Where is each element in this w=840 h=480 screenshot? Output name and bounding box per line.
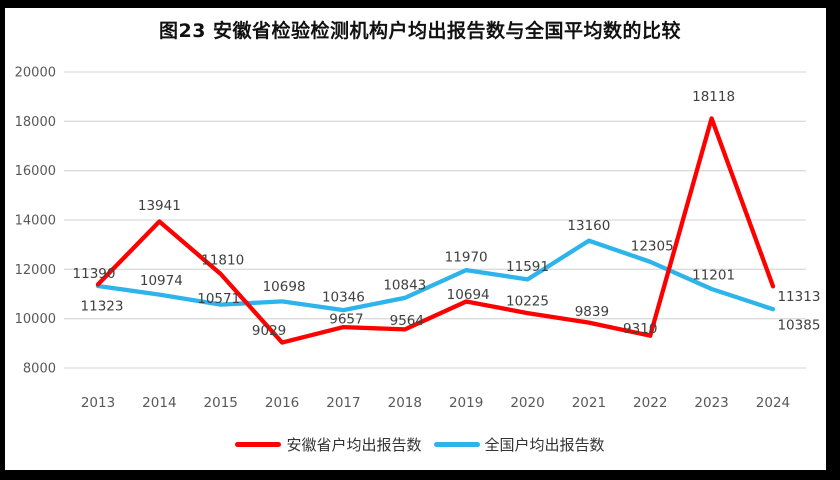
series-line — [95, 116, 776, 345]
legend-item-national: 全国户均出报告数 — [433, 434, 605, 455]
y-axis-tick-label: 14000 — [15, 214, 56, 229]
x-axis-tick-label: 2024 — [756, 395, 790, 411]
legend-line-national-icon — [433, 442, 480, 447]
y-axis-tick-label: 20000 — [15, 66, 56, 81]
x-axis-tick-label: 2014 — [142, 395, 176, 411]
x-axis-tick-label: 2023 — [694, 395, 728, 411]
data-label: 11313 — [777, 289, 820, 305]
x-axis-tick-label: 2021 — [572, 395, 606, 411]
data-label: 10385 — [777, 318, 820, 334]
data-label: 13160 — [567, 218, 610, 234]
data-label: 11323 — [81, 299, 124, 315]
legend-line-anhui-icon — [235, 442, 282, 447]
data-label: 11591 — [506, 259, 549, 275]
data-label: 13941 — [138, 198, 181, 214]
x-axis-tick-label: 2017 — [326, 395, 360, 411]
chart-title: 图23 安徽省检验检测机构户均出报告数与全国平均数的比较 — [158, 20, 682, 42]
legend-label-national: 全国户均出报告数 — [484, 436, 605, 454]
legend-label-anhui: 安徽省户均出报告数 — [286, 436, 422, 454]
data-label: 11201 — [692, 268, 735, 284]
x-axis-tick-label: 2019 — [449, 395, 483, 411]
data-label: 10843 — [383, 277, 426, 293]
legend-item-anhui: 安徽省户均出报告数 — [235, 434, 422, 455]
data-label: 10698 — [263, 279, 306, 295]
y-axis-tick-label: 18000 — [15, 115, 56, 130]
data-label: 10346 — [322, 290, 365, 306]
series-line — [95, 238, 776, 313]
data-label: 11810 — [201, 253, 244, 269]
data-label: 10571 — [197, 291, 240, 307]
data-label: 12305 — [631, 238, 674, 254]
data-label: 11390 — [73, 266, 116, 282]
x-axis-tick-label: 2018 — [388, 395, 422, 411]
data-label: 10694 — [447, 287, 490, 303]
data-label: 10225 — [506, 294, 549, 310]
y-axis-tick-label: 8000 — [23, 362, 56, 377]
data-label: 9564 — [390, 313, 424, 329]
y-axis-tick-label: 12000 — [15, 263, 56, 278]
x-axis-tick-label: 2016 — [265, 395, 299, 411]
x-axis-tick-label: 2020 — [510, 395, 544, 411]
x-axis-tick-label: 2015 — [204, 395, 238, 411]
x-axis-tick-label: 2022 — [633, 395, 667, 411]
x-axis-tick-label: 2013 — [81, 395, 115, 411]
data-label: 9657 — [329, 312, 363, 328]
data-label: 9310 — [623, 321, 657, 337]
data-label: 9029 — [252, 323, 286, 339]
data-label: 11970 — [445, 250, 488, 266]
data-label: 9839 — [575, 304, 609, 320]
data-label: 18118 — [692, 89, 735, 105]
data-label: 10974 — [140, 273, 183, 289]
y-axis-tick-label: 16000 — [15, 164, 56, 179]
y-axis-tick-label: 10000 — [15, 312, 56, 327]
legend: 安徽省户均出报告数 全国户均出报告数 — [0, 434, 840, 455]
